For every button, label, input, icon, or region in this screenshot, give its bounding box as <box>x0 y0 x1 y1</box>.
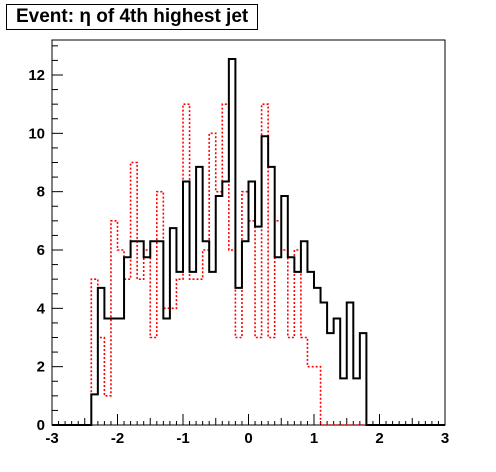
x-tick-label: 2 <box>375 430 383 447</box>
y-tick-label: 0 <box>37 417 45 434</box>
x-tick-label: 0 <box>244 430 252 447</box>
series-layer <box>52 57 445 426</box>
y-axis: 0 2 4 6 8 10 12 <box>28 45 63 434</box>
chart-title: Event: η of 4th highest jet <box>6 4 259 30</box>
x-tick-label: -1 <box>176 430 189 447</box>
x-tick-label: -2 <box>111 430 124 447</box>
y-tick-label: 10 <box>28 125 45 142</box>
y-tick-label: 12 <box>28 67 45 84</box>
x-tick-label: -3 <box>45 430 58 447</box>
series-dotted-red-line <box>52 103 445 426</box>
x-tick-label: 3 <box>441 430 449 447</box>
x-tick-label: 1 <box>310 430 318 447</box>
x-axis: -3 -2 -1 0 1 2 3 <box>45 414 449 447</box>
y-tick-label: 2 <box>37 359 45 376</box>
y-tick-label: 6 <box>37 242 45 259</box>
y-tick-label: 4 <box>37 300 46 317</box>
series-solid-black-line <box>52 57 445 426</box>
y-tick-label: 8 <box>37 184 45 201</box>
